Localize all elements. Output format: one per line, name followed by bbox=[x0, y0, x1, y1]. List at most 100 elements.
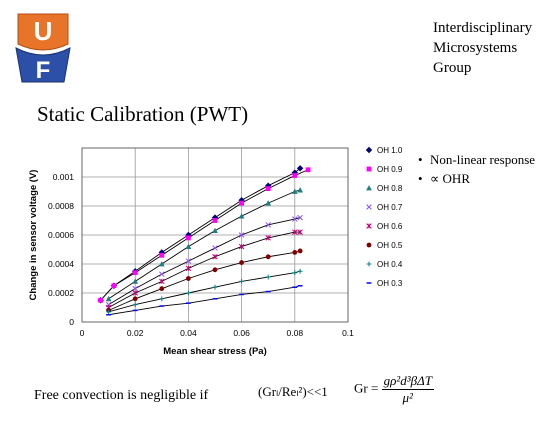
data-point bbox=[211, 214, 219, 221]
data-point bbox=[185, 243, 192, 249]
trend-line bbox=[100, 169, 309, 301]
grashof-numerator: gρ²d³βΔT bbox=[381, 373, 434, 390]
data-point bbox=[265, 235, 271, 241]
data-point bbox=[212, 267, 218, 273]
y-axis-label: Change in sensor voltage (V) bbox=[28, 170, 39, 301]
bullet-item: • ∝ OHR bbox=[418, 169, 535, 188]
x-tick-label: 0.1 bbox=[342, 328, 354, 338]
legend-marker bbox=[366, 223, 372, 229]
logo-u-letter: U bbox=[34, 16, 53, 46]
x-tick-label: 0.04 bbox=[180, 328, 197, 338]
legend-label: OH 0.7 bbox=[377, 203, 403, 212]
footer-text: Free convection is negligible if bbox=[34, 388, 209, 403]
data-point bbox=[297, 187, 304, 193]
group-line-1: Interdisciplinary bbox=[433, 20, 533, 36]
data-point bbox=[132, 270, 138, 276]
data-point bbox=[185, 258, 192, 264]
data-point bbox=[297, 214, 303, 221]
data-point bbox=[159, 252, 165, 258]
data-point bbox=[132, 296, 138, 302]
legend-marker bbox=[366, 185, 372, 191]
logo-f-letter: F bbox=[36, 57, 51, 84]
data-point bbox=[291, 188, 298, 194]
group-line-3: Group bbox=[433, 60, 472, 76]
data-point bbox=[239, 260, 245, 265]
grashof-denominator: μ² bbox=[402, 390, 413, 405]
data-point bbox=[265, 274, 271, 280]
x-tick-label: 0.02 bbox=[127, 328, 144, 338]
legend-label: OH 0.6 bbox=[377, 222, 403, 231]
legend-label: OH 0.5 bbox=[377, 241, 403, 250]
calibration-chart: 0 0.02 0.04 0.06 0.08 0.1 0 0.0002 0.0004 0.0006 0… bbox=[28, 146, 403, 357]
logo-lower-shape bbox=[15, 47, 71, 83]
data-point bbox=[212, 245, 218, 251]
legend-marker bbox=[365, 146, 373, 154]
bullet-text: Non-linear response bbox=[430, 152, 536, 167]
data-point bbox=[292, 250, 298, 255]
legend-marker bbox=[366, 242, 372, 248]
data-point bbox=[132, 290, 138, 296]
data-point bbox=[212, 227, 218, 234]
grashof-lhs: Gr = bbox=[354, 380, 379, 396]
data-point bbox=[238, 213, 245, 219]
bullet-list: • Non-linear response • ∝ OHR bbox=[418, 150, 535, 188]
y-tick-label: 0.001 bbox=[53, 172, 75, 182]
data-point bbox=[132, 302, 138, 307]
group-name: Interdisciplinary Microsystems Group bbox=[433, 18, 532, 78]
data-point bbox=[132, 278, 139, 284]
grashof-equation: Gr = gρ²d³βΔT μ² bbox=[354, 373, 434, 406]
data-point bbox=[159, 296, 165, 302]
legend-marker bbox=[366, 204, 372, 210]
trend-line bbox=[100, 167, 301, 301]
data-point bbox=[239, 279, 244, 284]
legend-label: OH 0.9 bbox=[377, 165, 403, 174]
slide-title: Static Calibration (PWT) bbox=[37, 102, 249, 126]
legend-label: OH 1.0 bbox=[377, 146, 403, 155]
trend-line bbox=[108, 250, 301, 311]
bullet-item: • Non-linear response bbox=[418, 150, 535, 169]
data-point bbox=[297, 268, 303, 274]
data-point bbox=[265, 254, 271, 260]
bullet-dot: • bbox=[418, 152, 423, 167]
x-tick-label: 0.06 bbox=[233, 328, 250, 338]
x-axis-label: Mean shear stress (Pa) bbox=[163, 346, 267, 357]
data-point bbox=[297, 229, 303, 235]
data-point bbox=[265, 186, 271, 191]
data-point bbox=[159, 271, 165, 277]
x-tick-label: 0 bbox=[80, 328, 85, 338]
data-point bbox=[305, 167, 311, 173]
data-point bbox=[292, 216, 298, 222]
logo-upper-shape bbox=[17, 13, 69, 51]
grashof-fraction: gρ²d³βΔT μ² bbox=[381, 373, 434, 406]
data-point bbox=[238, 243, 245, 250]
data-point bbox=[297, 248, 303, 254]
data-point bbox=[212, 218, 218, 223]
legend-marker bbox=[366, 261, 372, 267]
data-point bbox=[186, 235, 191, 241]
data-point bbox=[212, 284, 218, 290]
legend-marker bbox=[366, 166, 372, 172]
data-point bbox=[292, 229, 298, 235]
data-point bbox=[98, 297, 104, 303]
data-point bbox=[265, 200, 272, 206]
data-point bbox=[186, 290, 191, 296]
bullet-text: ∝ OHR bbox=[430, 171, 470, 186]
condition-equation: (Grₗ/Reₗ²)<<1 bbox=[258, 384, 328, 399]
data-point bbox=[265, 222, 271, 228]
plot-area-border bbox=[81, 147, 349, 323]
data-point bbox=[159, 278, 165, 285]
data-point bbox=[158, 261, 165, 267]
data-point bbox=[111, 283, 117, 289]
legend-label: OH 0.8 bbox=[377, 184, 403, 193]
y-tick-label: 0.0004 bbox=[48, 259, 74, 269]
group-line-2: Microsystems bbox=[433, 40, 518, 56]
bullet-dot: • bbox=[418, 171, 423, 186]
y-tick-label: 0.0008 bbox=[48, 201, 74, 211]
uf-logo: U F bbox=[15, 13, 71, 84]
data-point bbox=[212, 253, 218, 260]
data-point bbox=[292, 173, 298, 178]
data-point bbox=[292, 270, 298, 276]
data-point bbox=[186, 276, 191, 281]
y-tick-label: 0 bbox=[69, 317, 74, 327]
y-tick-label: 0.0002 bbox=[48, 288, 74, 298]
